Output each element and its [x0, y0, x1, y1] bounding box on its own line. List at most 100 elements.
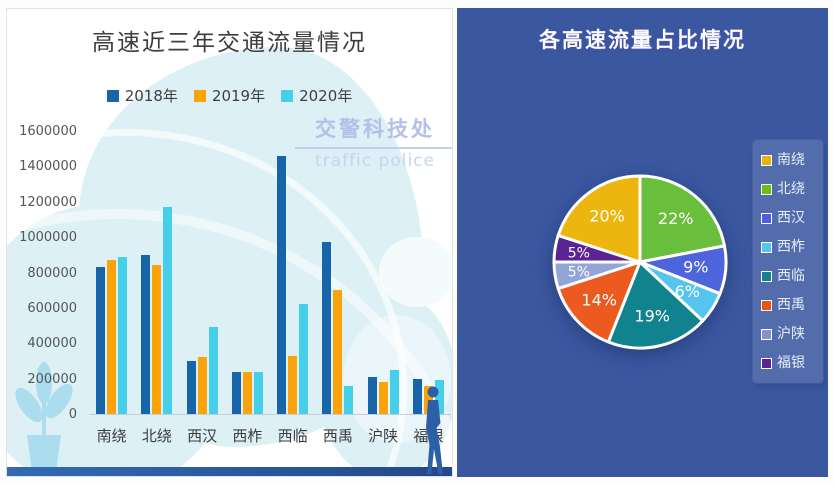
- pie-legend-swatch: [761, 183, 772, 195]
- y-axis-tick: 1000000: [19, 230, 77, 246]
- pie-legend-item-南绕[interactable]: 南绕: [761, 152, 819, 168]
- bar-2018年-西柞[interactable]: [231, 372, 241, 414]
- pie-slice-label-南绕: 20%: [589, 207, 625, 226]
- x-axis-label-西柞: 西柞: [232, 427, 263, 445]
- bars: [89, 132, 451, 415]
- bar-2020年-西柞[interactable]: [253, 372, 263, 414]
- legend-label: 2018年: [124, 87, 178, 105]
- pie-legend-label: 西汉: [777, 210, 805, 226]
- bar-2019年-南绕[interactable]: [107, 260, 117, 414]
- watermark-cn: 交警科技处: [295, 113, 452, 149]
- bar-chart-legend: 2018年 2019年 2020年: [7, 85, 452, 106]
- pie-legend-swatch: [761, 241, 772, 253]
- bar-2018年-福银[interactable]: [412, 379, 422, 414]
- bar-2019年-西柞[interactable]: [242, 372, 252, 414]
- pie-slice-label-西临: 19%: [634, 307, 670, 326]
- pie-legend-label: 西柞: [777, 239, 805, 255]
- x-axis-label-西禹: 西禹: [322, 427, 353, 445]
- pie-legend-label: 北绕: [777, 181, 805, 197]
- legend-item-2018年[interactable]: 2018年: [106, 85, 178, 106]
- bar-group-西临: [270, 132, 315, 414]
- y-axis-tick: 0: [68, 407, 77, 422]
- y-axis-tick: 1400000: [19, 159, 77, 175]
- pie-legend-item-西柞[interactable]: 西柞: [761, 239, 819, 255]
- person-figure: [426, 386, 443, 474]
- pie-legend-item-西临[interactable]: 西临: [761, 268, 819, 284]
- pie-legend-swatch: [761, 270, 772, 282]
- bar-chart-panel: 高速近三年交通流量情况 2018年 2019年 2020年 交警科技处 traffi…: [6, 8, 453, 477]
- plant-illustration: [15, 362, 73, 472]
- legend-swatch: [281, 89, 294, 102]
- pie-slice-label-福银: 5%: [568, 245, 590, 261]
- bar-2018年-西禹[interactable]: [322, 242, 332, 414]
- bar-2018年-南绕[interactable]: [96, 267, 106, 414]
- pie-legend-swatch: [761, 212, 772, 224]
- pie-legend-swatch: [761, 328, 772, 340]
- pie-legend-item-北绕[interactable]: 北绕: [761, 181, 819, 197]
- bar-2019年-沪陕[interactable]: [378, 382, 388, 414]
- pie-legend-swatch: [761, 299, 772, 311]
- bar-2020年-西临[interactable]: [299, 304, 309, 414]
- bar-group-南绕: [89, 132, 134, 414]
- pie-legend-label: 福银: [777, 355, 805, 371]
- pie-slice-label-西禹: 14%: [581, 290, 617, 309]
- x-axis-label-沪陕: 沪陕: [368, 427, 399, 445]
- x-axis-label-西临: 西临: [277, 427, 308, 445]
- legend-label: 2019年: [211, 87, 266, 105]
- pie-legend-label: 西禹: [777, 297, 805, 313]
- bar-2018年-沪陕[interactable]: [367, 377, 377, 414]
- pie-legend-swatch: [761, 357, 772, 369]
- watermark: 交警科技处 traffic police: [295, 113, 452, 171]
- bar-2020年-北绕[interactable]: [163, 207, 173, 414]
- pie-legend-item-西汉[interactable]: 西汉: [761, 210, 819, 226]
- bar-plot-area: [89, 132, 451, 415]
- bar-2018年-西汉[interactable]: [186, 361, 196, 414]
- y-axis: 1600000 1400000 1200000 1000000 800000 600000…: [7, 9, 79, 476]
- bar-2020年-南绕[interactable]: [118, 257, 128, 414]
- bar-2020年-西汉[interactable]: [208, 327, 218, 414]
- bar-2019年-西禹[interactable]: [333, 290, 343, 414]
- bar-group-福银: [406, 132, 451, 414]
- bar-2019年-西临[interactable]: [288, 356, 298, 414]
- y-axis-tick: 1200000: [19, 194, 77, 210]
- bar-2018年-北绕[interactable]: [141, 255, 151, 414]
- bar-2020年-福银[interactable]: [434, 380, 444, 414]
- bar-group-北绕: [134, 132, 179, 414]
- bar-group-西柞: [225, 132, 270, 414]
- bar-group-西禹: [315, 132, 360, 414]
- pie-slice-南绕[interactable]: [556, 174, 642, 264]
- pie-slice-label-西汉: 9%: [683, 257, 708, 276]
- x-axis-label-南绕: 南绕: [96, 427, 127, 445]
- legend-swatch: [106, 89, 119, 102]
- pie-legend-label: 沪陕: [777, 326, 805, 342]
- y-axis-tick: 800000: [27, 265, 77, 281]
- bar-group-西汉: [180, 132, 225, 414]
- pie-slice-北绕[interactable]: [638, 174, 726, 264]
- bar-2020年-沪陕[interactable]: [389, 370, 399, 414]
- bottom-accent-bar: [7, 467, 452, 476]
- bar-2020年-西禹[interactable]: [344, 386, 354, 414]
- y-axis-tick: 600000: [27, 300, 77, 316]
- bar-2018年-西临[interactable]: [277, 156, 287, 414]
- pie-chart: 22% 9% 6% 19% 14% 5% 5% 20%: [552, 174, 728, 350]
- bar-chart-title: 高速近三年交通流量情况: [92, 30, 367, 56]
- bar-group-沪陕: [361, 132, 406, 414]
- pie-legend-swatch: [761, 154, 772, 166]
- pie-chart-title: 各高速流量占比情况: [539, 28, 746, 52]
- legend-item-2019年[interactable]: 2019年: [193, 85, 266, 106]
- legend-label: 2020年: [299, 87, 353, 105]
- pie-legend-item-西禹[interactable]: 西禹: [761, 297, 819, 313]
- y-axis-tick: 400000: [27, 336, 77, 352]
- bar-2019年-北绕[interactable]: [152, 265, 162, 414]
- decor-blob-hole: [379, 237, 452, 307]
- x-axis-label-西汉: 西汉: [187, 427, 218, 445]
- pie-legend: 南绕北绕西汉西柞西临西禹沪陕福银: [753, 140, 823, 383]
- pie-legend-item-福银[interactable]: 福银: [761, 355, 819, 371]
- pie-legend-item-沪陕[interactable]: 沪陕: [761, 326, 819, 342]
- x-axis-label-北绕: 北绕: [141, 427, 172, 445]
- bar-2019年-西汉[interactable]: [197, 357, 207, 414]
- pie-legend-label: 南绕: [777, 152, 805, 168]
- legend-item-2020年[interactable]: 2020年: [281, 85, 352, 106]
- pie-slice-label-沪陕: 5%: [568, 265, 590, 281]
